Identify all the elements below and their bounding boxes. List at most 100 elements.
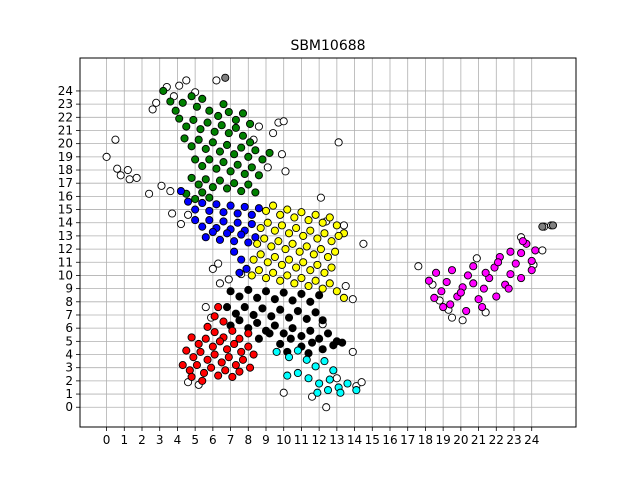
data-point [210,312,219,321]
data-point [187,142,196,151]
data-point [244,180,253,189]
data-point [210,350,219,359]
data-point [217,358,226,367]
data-point [256,223,265,233]
data-point [176,219,186,229]
data-point [463,271,472,280]
data-point [504,284,513,293]
data-point [481,268,490,277]
data-point [192,361,201,370]
data-point [286,334,295,343]
data-point [201,303,210,312]
data-point [308,338,317,347]
data-point [334,231,343,240]
data-point [261,287,271,296]
y-tick-label: 5 [65,334,73,348]
data-point [224,129,233,138]
data-point [215,279,224,288]
data-point [111,135,120,144]
data-point [189,115,198,124]
data-point [222,345,232,354]
data-point [472,254,481,263]
data-point [182,76,191,85]
data-point [469,279,478,288]
data-point [254,204,263,213]
data-point [175,81,184,90]
data-point [233,160,242,169]
x-tick-label: 5 [191,433,199,447]
data-point [290,279,299,288]
data-point [253,239,262,248]
data-point [276,305,285,314]
data-point [316,245,325,254]
data-point [198,198,207,208]
data-point [265,329,274,338]
data-point [284,255,294,264]
data-point [242,264,251,273]
data-point [308,392,317,401]
data-point [215,176,224,185]
data-point [292,223,301,233]
data-point [214,259,223,268]
y-tick-label: 13 [58,229,73,243]
data-point [527,256,536,266]
data-point [237,347,246,356]
y-tick-label: 3 [65,361,73,375]
data-point [302,314,311,323]
data-point [247,219,256,229]
data-point [456,288,465,297]
data-point [332,221,341,230]
data-point [199,368,209,378]
data-point [244,329,253,338]
y-tick-label: 22 [58,110,73,124]
data-point [178,98,187,107]
x-tick-label: 1 [120,433,128,447]
data-point [247,163,256,172]
data-point [277,221,286,230]
x-tick-label: 0 [103,433,111,447]
data-point [279,288,288,297]
data-point [474,295,483,304]
data-point [246,138,255,147]
data-point [279,388,288,397]
data-point [263,258,272,267]
data-point [235,268,244,277]
data-point [258,304,267,313]
data-point [182,346,191,355]
x-tick-label: 22 [489,433,504,447]
data-point [249,255,258,264]
data-point [339,221,348,230]
data-point [254,334,263,343]
data-point [215,235,224,244]
data-point [315,379,324,388]
data-point [293,346,302,355]
data-point [159,86,168,95]
data-point [325,279,334,288]
data-point [249,350,258,359]
data-point [221,73,230,82]
data-point [304,216,313,225]
data-point [230,339,239,349]
data-point [253,318,262,327]
data-point [196,125,205,134]
data-point [231,309,240,318]
x-tick-label: 12 [312,433,327,447]
data-point [276,339,285,349]
data-point [283,271,292,280]
y-tick-label: 6 [65,321,73,335]
data-point [201,334,210,343]
data-point [311,362,320,371]
data-point [176,187,186,196]
data-point [336,388,345,397]
data-point [210,328,219,337]
data-point [318,316,327,325]
data-point [265,148,274,157]
data-point [292,263,301,272]
x-tick-label: 9 [262,433,270,447]
data-point [414,262,423,271]
data-point [203,322,212,331]
data-point [269,201,278,210]
data-point [313,260,322,269]
x-tick-label: 17 [400,433,415,447]
data-point [288,296,297,305]
